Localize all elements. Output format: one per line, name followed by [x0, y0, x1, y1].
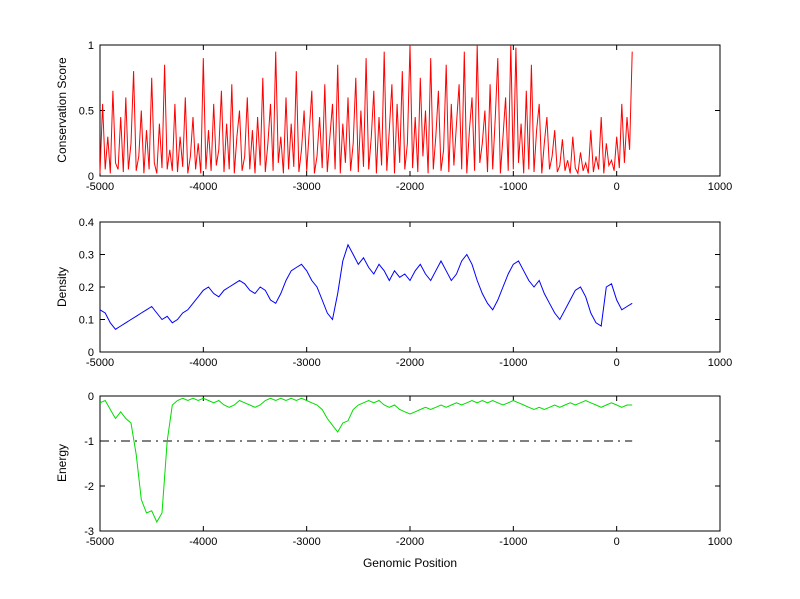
- conservation-y-tick-label: 0: [88, 171, 94, 183]
- density-y-tick-label: 0.4: [79, 217, 94, 229]
- density-y-tick-label: 0.2: [79, 282, 94, 294]
- density-x-tick-label: -4000: [189, 357, 217, 369]
- conservation-y-tick-label: 1: [88, 40, 94, 52]
- conservation-y-axis-label: Conservation Score: [55, 57, 69, 163]
- density-y-tick-label: 0.1: [79, 315, 94, 327]
- conservation-x-tick-label: -4000: [189, 181, 217, 193]
- density-y-tick-label: 0.3: [79, 250, 94, 262]
- density-x-tick-label: -2000: [396, 357, 424, 369]
- conservation-x-tick-label: 0: [614, 181, 620, 193]
- density-x-tick-label: -1000: [499, 357, 527, 369]
- conservation-x-tick-label: -2000: [396, 181, 424, 193]
- energy-y-tick-label: -1: [84, 436, 94, 448]
- energy-x-tick-label: -2000: [396, 536, 424, 548]
- energy-y-tick-label: 0: [88, 391, 94, 403]
- conservation-x-tick-label: 1000: [708, 181, 732, 193]
- energy-x-tick-label: -5000: [86, 536, 114, 548]
- energy-line: [99, 397, 633, 524]
- conservation-x-tick-label: -3000: [293, 181, 321, 193]
- energy-y-tick-label: -3: [84, 526, 94, 538]
- density-y-axis-label: Density: [55, 266, 69, 308]
- energy-axes-box: [99, 395, 721, 532]
- x-axis-label: Genomic Position: [362, 556, 458, 570]
- conservation-score-line: [99, 44, 633, 176]
- conservation-y-tick-label: 0.5: [79, 106, 94, 118]
- energy-x-tick-label: 0: [614, 536, 620, 548]
- energy-x-tick-label: -3000: [293, 536, 321, 548]
- density-axes-box: [99, 221, 721, 353]
- energy-y-axis-label: Energy: [55, 443, 69, 483]
- energy-x-tick-label: -4000: [189, 536, 217, 548]
- conservation-x-tick-label: -1000: [499, 181, 527, 193]
- density-x-tick-label: -5000: [86, 357, 114, 369]
- conservation-x-tick-label: -5000: [86, 181, 114, 193]
- density-y-tick-label: 0: [88, 347, 94, 359]
- density-x-tick-label: -3000: [293, 357, 321, 369]
- energy-x-tick-label: 1000: [708, 536, 732, 548]
- energy-x-tick-label: -1000: [499, 536, 527, 548]
- density-x-tick-label: 1000: [708, 357, 732, 369]
- density-line: [99, 243, 633, 330]
- energy-y-tick-label: -2: [84, 481, 94, 493]
- density-x-tick-label: 0: [614, 357, 620, 369]
